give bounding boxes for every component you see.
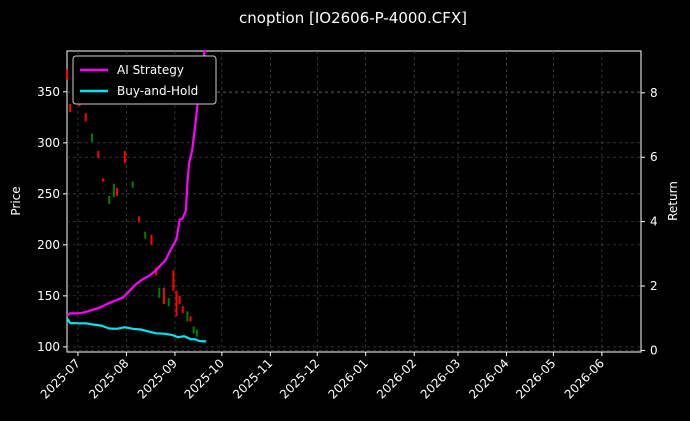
candle xyxy=(112,183,115,197)
y-tick-label-right: 2 xyxy=(650,279,658,293)
candle xyxy=(189,316,192,322)
candle xyxy=(172,270,175,291)
candle xyxy=(150,234,153,245)
candle xyxy=(131,181,134,188)
y-axis-label-right: Return xyxy=(666,181,680,221)
grid xyxy=(67,51,641,352)
candle xyxy=(144,231,147,239)
y-tick-label-left: 100 xyxy=(37,340,60,354)
y-tick-label-left: 300 xyxy=(37,136,60,150)
legend: AI Strategy Buy-and-Hold xyxy=(72,55,217,105)
legend-label-buy-and-hold: Buy-and-Hold xyxy=(117,84,198,98)
candle xyxy=(175,290,178,317)
y-tick-label-right: 6 xyxy=(650,150,658,164)
chart-title: cnoption [IO2606-P-4000.CFX] xyxy=(239,9,467,27)
candle xyxy=(137,216,140,223)
candle xyxy=(91,133,94,142)
candle xyxy=(162,287,165,305)
candle xyxy=(167,297,170,307)
candle xyxy=(178,295,181,305)
y-tick-label-left: 200 xyxy=(37,238,60,252)
candle xyxy=(181,306,184,314)
candle xyxy=(192,326,195,334)
y-tick-label-right: 0 xyxy=(650,343,658,357)
y-tick-label-left: 250 xyxy=(37,187,60,201)
candle xyxy=(101,178,104,182)
candle xyxy=(158,287,161,298)
y-axis-label-left: Price xyxy=(9,186,23,215)
series-line-ai-strategy xyxy=(66,49,207,317)
return-lines xyxy=(66,49,207,343)
candle xyxy=(195,329,198,337)
legend-box xyxy=(72,55,217,105)
y-tick-label-right: 8 xyxy=(650,86,658,100)
candle xyxy=(69,104,72,113)
series-line-buy-and-hold xyxy=(66,317,207,343)
legend-label-ai-strategy: AI Strategy xyxy=(117,63,184,77)
y-tick-label-right: 4 xyxy=(650,215,658,229)
candle xyxy=(108,195,111,205)
candle xyxy=(116,187,119,196)
candle xyxy=(186,311,189,322)
y-tick-label-left: 150 xyxy=(37,289,60,303)
candle xyxy=(123,150,126,164)
candle xyxy=(66,69,68,80)
candles xyxy=(66,69,198,337)
candle xyxy=(84,113,87,122)
y-tick-label-left: 350 xyxy=(37,85,60,99)
candle xyxy=(97,150,100,159)
